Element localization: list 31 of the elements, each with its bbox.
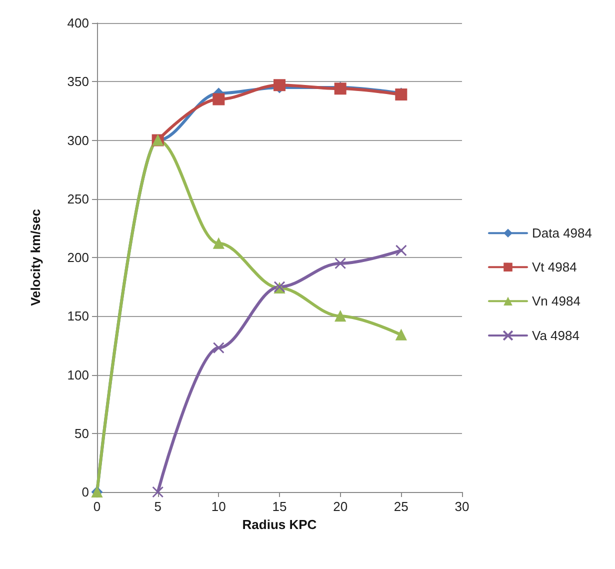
point [334,310,346,322]
x-tick-label: 30 [454,499,470,514]
y-tick-label: 250 [67,191,89,206]
x-tick-label: 0 [93,499,101,514]
y-tick-label: 100 [67,367,89,382]
y-tick-label: 200 [67,250,89,265]
point [213,238,224,249]
x-axis-title: Radius KPC [242,516,318,532]
point [395,244,407,256]
point [396,329,407,340]
y-tick-label: 0 [82,484,89,500]
x-tick-label: 20 [333,499,348,514]
y-tick-label: 400 [67,16,89,30]
y-tick-label: 350 [67,74,89,90]
x-tick-label: 15 [272,499,287,514]
y-axis-title: Velocity km/sec [28,209,43,306]
y-tick-label: 50 [74,426,89,441]
legend-label: Vt 4984 [532,260,577,275]
point [334,258,346,270]
y-tick-label: 300 [67,132,89,148]
point [152,486,164,498]
x-tick-label: 10 [211,499,226,514]
point [274,79,286,92]
legend-label: Va 4984 [532,328,580,343]
legend-label: Data 4984 [532,226,592,241]
legend-label: Vn 4984 [532,294,580,309]
x-tick-label: 5 [154,499,162,514]
x-tick-label: 25 [394,499,408,514]
y-tick-label: 150 [67,308,89,324]
point [212,93,225,106]
point [212,342,224,354]
